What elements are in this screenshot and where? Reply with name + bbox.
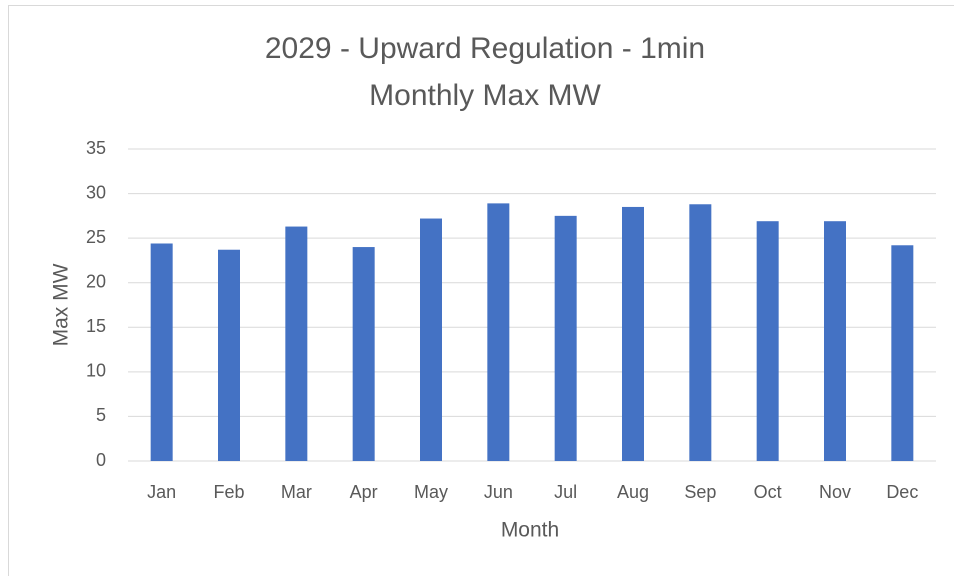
chart-subtitle: Monthly Max MW (369, 79, 601, 112)
x-tick-label: Apr (350, 482, 378, 502)
x-tick-label: Sep (684, 482, 716, 502)
y-axis-title: Max MW (50, 263, 73, 346)
bar (487, 203, 510, 461)
bar (891, 245, 914, 461)
y-tick-label: 25 (86, 227, 106, 247)
y-tick-label: 0 (96, 450, 106, 470)
bar (689, 204, 712, 462)
bar (420, 218, 442, 461)
bar (824, 221, 846, 461)
y-tick-label: 30 (86, 182, 106, 202)
y-tick-label: 35 (86, 138, 106, 158)
chart-title: 2029 - Upward Regulation - 1min (265, 32, 705, 65)
x-tick-label: Jan (147, 482, 176, 502)
bar (285, 226, 308, 461)
x-axis-title: Month (501, 519, 559, 542)
bar (554, 215, 577, 461)
y-tick-label: 20 (86, 271, 106, 291)
x-tick-label: May (414, 482, 448, 502)
bar (150, 243, 173, 461)
x-tick-label: Oct (754, 482, 782, 502)
bar (218, 249, 240, 461)
x-tick-label: Jun (484, 482, 513, 502)
y-tick-label: 5 (96, 405, 106, 425)
x-tick-label: Nov (819, 482, 851, 502)
x-tick-label: Mar (281, 482, 312, 502)
bar (756, 221, 779, 461)
x-tick-label: Dec (886, 482, 918, 502)
y-tick-label: 10 (86, 361, 106, 381)
x-tick-label: Feb (213, 482, 244, 502)
bar (622, 206, 644, 461)
y-tick-label: 15 (86, 316, 106, 336)
x-tick-label: Jul (554, 482, 577, 502)
bar (352, 247, 375, 461)
x-tick-label: Aug (617, 482, 649, 502)
